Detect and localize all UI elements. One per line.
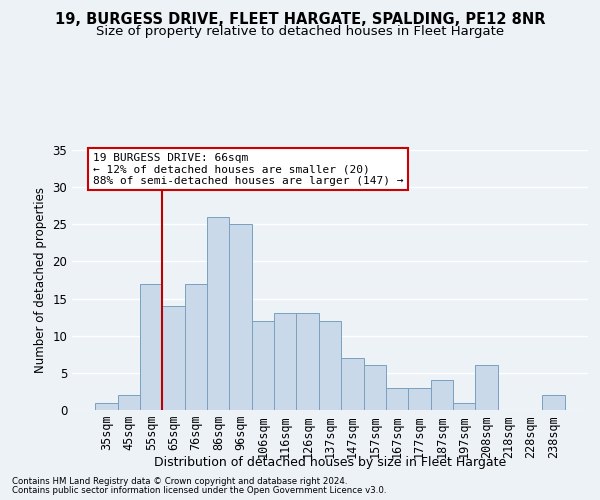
Bar [319,321,341,410]
Bar [252,321,274,410]
Y-axis label: Number of detached properties: Number of detached properties [34,187,47,373]
Bar [95,402,118,410]
Bar [453,402,475,410]
Bar [274,314,296,410]
Bar [542,395,565,410]
Bar [207,217,229,410]
Bar [185,284,207,410]
Bar [296,314,319,410]
Bar [118,395,140,410]
Bar [408,388,431,410]
Bar [475,366,497,410]
Text: Contains HM Land Registry data © Crown copyright and database right 2024.: Contains HM Land Registry data © Crown c… [12,477,347,486]
Text: Contains public sector information licensed under the Open Government Licence v3: Contains public sector information licen… [12,486,386,495]
Bar [163,306,185,410]
Bar [229,224,252,410]
Bar [386,388,408,410]
Text: Distribution of detached houses by size in Fleet Hargate: Distribution of detached houses by size … [154,456,506,469]
Bar [140,284,163,410]
Text: 19, BURGESS DRIVE, FLEET HARGATE, SPALDING, PE12 8NR: 19, BURGESS DRIVE, FLEET HARGATE, SPALDI… [55,12,545,28]
Bar [431,380,453,410]
Bar [364,366,386,410]
Text: 19 BURGESS DRIVE: 66sqm
← 12% of detached houses are smaller (20)
88% of semi-de: 19 BURGESS DRIVE: 66sqm ← 12% of detache… [92,152,403,186]
Text: Size of property relative to detached houses in Fleet Hargate: Size of property relative to detached ho… [96,25,504,38]
Bar [341,358,364,410]
